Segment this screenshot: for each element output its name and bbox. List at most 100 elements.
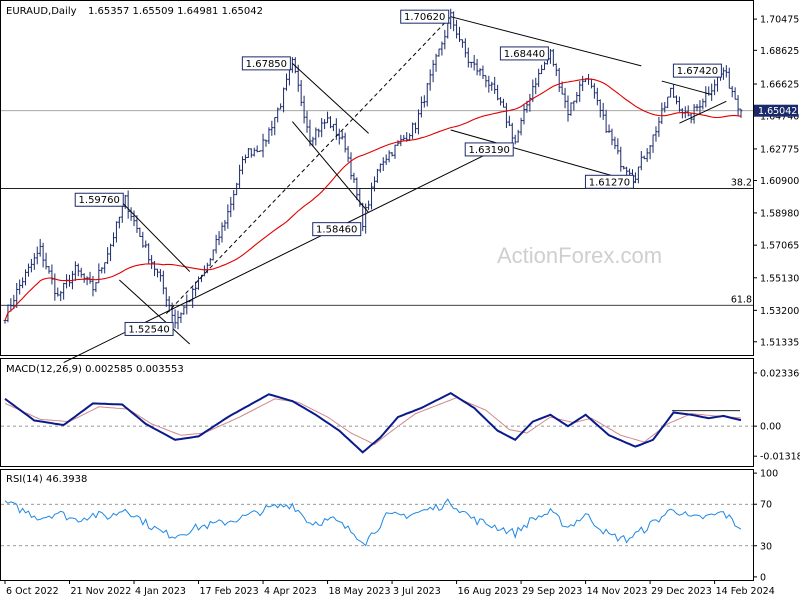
ohlc-bar — [229, 196, 233, 218]
ohlc-bar — [428, 69, 432, 91]
ohlc-bar — [375, 168, 379, 183]
ohlc-bar — [680, 108, 684, 119]
ohlc-bar — [191, 287, 195, 308]
ohlc-bar — [337, 128, 341, 145]
ohlc-bar — [651, 134, 655, 153]
ohlc-bar — [94, 281, 98, 293]
ohlc-bar — [35, 246, 39, 265]
ohlc-bar — [270, 120, 274, 136]
ohlc-bar — [557, 67, 561, 92]
ohlc-bar — [645, 148, 649, 162]
ohlc-bar — [24, 269, 27, 286]
ohlc-bar — [607, 124, 611, 133]
ohlc-bar — [528, 93, 532, 112]
ohlc-bar — [496, 84, 500, 101]
ohlc-bar — [458, 26, 461, 43]
fib-level-label: 38.2 — [731, 177, 752, 188]
ohlc-bar — [211, 249, 215, 261]
price-axis-label: 1.70475 — [760, 15, 799, 26]
ohlc-bar — [85, 276, 89, 286]
ohlc-bar — [513, 134, 517, 145]
trendline — [679, 100, 727, 124]
ohlc-bar — [414, 122, 417, 134]
ohlc-bar — [549, 49, 552, 64]
ohlc-bar — [604, 109, 608, 133]
ohlc-bar — [41, 242, 45, 268]
ohlc-bar — [490, 81, 494, 91]
level-label: 1.58460 — [312, 222, 362, 237]
ohlc-bar — [38, 238, 42, 257]
ohlc-bar — [642, 155, 646, 160]
ohlc-bar — [669, 87, 673, 98]
level-label-box — [312, 222, 362, 237]
fib-level-label: 61.8 — [731, 294, 752, 305]
ohlc-bar — [452, 11, 456, 32]
level-label-text: 1.63190 — [469, 145, 510, 156]
level-label-text: 1.70620 — [404, 12, 445, 23]
ohlc-bar — [115, 221, 118, 243]
ohlc-bar — [595, 87, 599, 106]
price-ohlc: 1.65357 1.65509 1.64981 1.65042 — [88, 6, 263, 17]
time-axis-label: 29 Sep 2023 — [522, 586, 582, 597]
time-axis-label: 4 Apr 2023 — [264, 586, 317, 597]
trendline — [119, 279, 191, 345]
ohlc-bar — [12, 294, 16, 310]
ohlc-bar — [320, 118, 324, 138]
level-label-text: 1.58460 — [316, 225, 357, 236]
ohlc-bar — [654, 126, 658, 142]
ohlc-bar — [373, 176, 376, 192]
ohlc-bar — [27, 263, 30, 277]
ohlc-bar — [390, 151, 394, 157]
ohlc-bar — [578, 81, 582, 102]
ohlc-bar — [176, 310, 180, 330]
ohlc-bar — [663, 102, 667, 113]
ohlc-bar — [317, 128, 321, 138]
ohlc-bar — [572, 100, 576, 111]
trendline — [291, 121, 369, 213]
level-label: 1.70620 — [400, 9, 450, 24]
level-label: 1.67850 — [241, 56, 291, 71]
price-axis-label: 1.68625 — [760, 46, 799, 57]
ohlc-bar — [197, 276, 200, 290]
ohlc-bar — [276, 107, 280, 123]
ohlc-bar — [217, 231, 221, 246]
ohlc-bar — [285, 73, 288, 91]
ohlc-bar — [657, 116, 661, 137]
ohlc-bar — [472, 54, 476, 71]
trendline — [450, 129, 636, 183]
level-label-text: 1.59760 — [79, 195, 120, 206]
ohlc-bar — [329, 116, 332, 129]
price-axis-label: 1.62775 — [760, 144, 799, 155]
ohlc-bar — [279, 103, 283, 110]
ohlc-bar — [194, 281, 197, 297]
ohlc-bar — [73, 261, 77, 281]
ohlc-bar — [387, 150, 391, 163]
macd-title: MACD(12,26,9) 0.002585 0.003553 — [6, 364, 184, 375]
macd-axis-label: -0.013186 — [760, 452, 800, 463]
ohlc-bar — [340, 130, 344, 140]
ohlc-bar — [3, 319, 7, 324]
ohlc-bar — [138, 227, 142, 238]
ohlc-bar — [156, 268, 159, 278]
ohlc-bar — [695, 104, 699, 112]
time-axis-label: 16 Aug 2023 — [458, 586, 519, 597]
ohlc-bar — [434, 53, 438, 72]
ohlc-bar — [419, 96, 423, 118]
ohlc-bar — [411, 122, 414, 139]
level-label-box — [499, 46, 549, 61]
ohlc-bar — [463, 38, 467, 58]
ohlc-bar — [730, 86, 734, 98]
ohlc-bar — [9, 298, 13, 312]
ohlc-bar — [144, 240, 148, 248]
ohlc-bar — [736, 95, 740, 117]
price-panel-frame — [0, 0, 754, 356]
ohlc-bar — [384, 154, 388, 165]
ohlc-bar — [311, 136, 315, 147]
level-label: 1.68440 — [499, 46, 549, 61]
ohlc-bar — [575, 91, 579, 104]
price-axis-label: 1.55130 — [760, 273, 799, 284]
macd-plot — [1, 391, 753, 454]
level-label: 1.67420 — [672, 63, 722, 78]
ohlc-bar — [551, 49, 555, 67]
